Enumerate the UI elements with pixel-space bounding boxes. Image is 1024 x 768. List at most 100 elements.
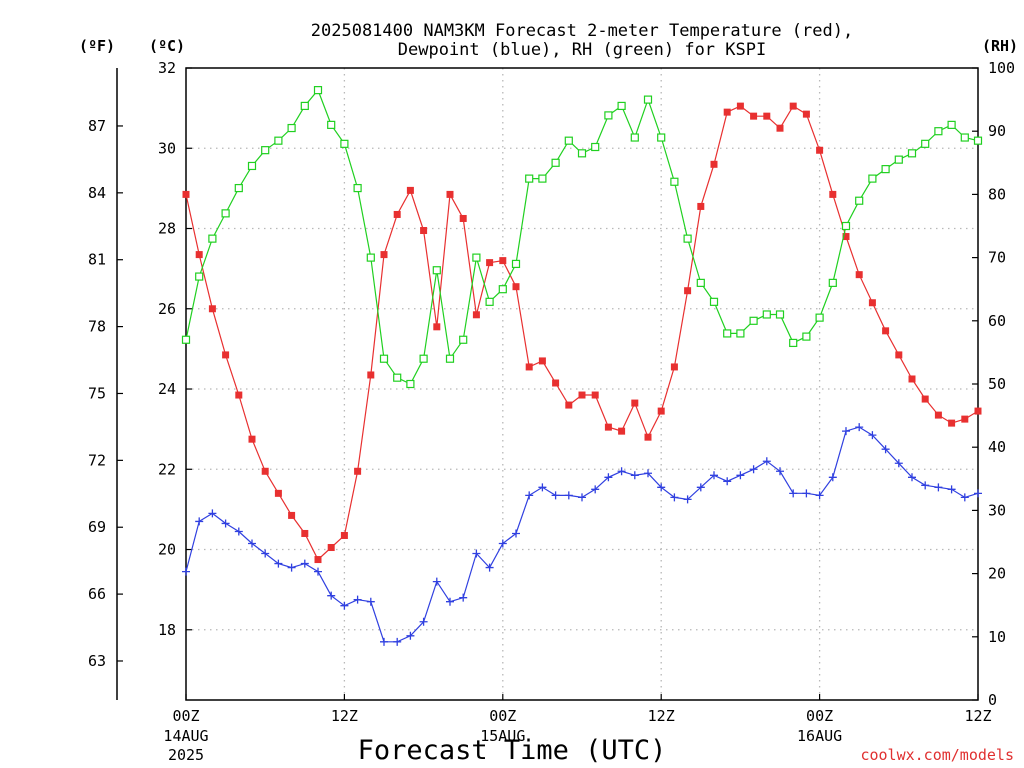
temperature-point: [525, 363, 533, 371]
dewpoint-point: [657, 483, 666, 492]
rh-point: [353, 183, 362, 193]
dewpoint-point: [710, 471, 718, 480]
dewpoint-point: [921, 481, 930, 490]
grid-lines: [186, 68, 978, 700]
dewpoint-point: [630, 471, 639, 480]
temperature-point: [644, 433, 652, 441]
rh-point: [973, 136, 983, 145]
temperature-point: [565, 401, 573, 409]
rh-unit-label: (RH): [982, 37, 1018, 55]
temperature-point: [327, 544, 335, 552]
rh-point: [551, 158, 560, 167]
rh-point: [313, 86, 323, 95]
rh-point: [379, 354, 389, 363]
rh-point: [855, 196, 864, 205]
temperature-point: [882, 327, 890, 335]
rh-point: [340, 139, 349, 148]
rh-point: [181, 335, 191, 344]
chart-subtitle: Dewpoint (blue), RH (green) for KSPI: [398, 40, 766, 60]
fahrenheit-tick-label: 72: [88, 451, 106, 469]
rh-point: [657, 133, 666, 142]
temperature-point: [380, 251, 388, 259]
rh-point: [419, 354, 428, 363]
rh-point: [921, 139, 930, 148]
x-tick-year-label: 2025: [168, 746, 204, 764]
celsius-tick-label: 28: [158, 220, 176, 238]
dewpoint-point: [776, 467, 784, 476]
x-tick-label: 00Z: [172, 707, 199, 725]
temperature-point: [908, 375, 916, 383]
rh-tick-label: 60: [988, 312, 1006, 330]
rh-point: [511, 259, 521, 269]
temperature-point: [750, 112, 758, 120]
temperature-point: [670, 363, 678, 371]
rh-point: [723, 329, 732, 338]
temperature-point: [578, 391, 586, 399]
rh-point: [736, 329, 745, 338]
rh-line: [185, 88, 979, 385]
dewpoint-point: [789, 489, 798, 498]
rh-tick-label: 40: [988, 438, 1006, 456]
dewpoint-point: [327, 591, 336, 600]
rh-point: [630, 133, 639, 142]
rh-point: [894, 155, 903, 164]
temperature-point: [248, 435, 256, 443]
rh-point: [960, 133, 969, 142]
dewpoint-point: [762, 457, 771, 466]
rh-point: [643, 95, 653, 104]
rh-point: [934, 127, 943, 136]
dewpoint-point: [234, 527, 243, 536]
temperature-point: [182, 190, 190, 198]
rh-point: [564, 136, 573, 145]
rh-point: [617, 101, 626, 111]
celsius-tick-label: 30: [158, 139, 176, 157]
celsius-tick-label: 26: [158, 300, 176, 318]
dewpoint-point: [670, 493, 679, 502]
data-series: [181, 86, 983, 646]
rh-point: [828, 278, 837, 287]
dewpoint-point: [248, 539, 256, 548]
rh-tick-label: 30: [988, 501, 1006, 519]
temperature-point: [961, 415, 969, 423]
temperature-point: [222, 351, 230, 359]
fahrenheit-tick-label: 78: [88, 318, 106, 336]
dewpoint-point: [604, 473, 613, 482]
temperature-point: [472, 311, 480, 319]
x-axis-title: Forecast Time (UTC): [358, 735, 667, 766]
temperature-point: [948, 419, 956, 427]
temperature-point: [393, 210, 401, 218]
temperature-line: [185, 105, 979, 561]
temperature-point: [868, 299, 876, 307]
dewpoint-point: [815, 491, 824, 500]
temperature-point: [710, 160, 718, 168]
dewpoint-point: [261, 549, 270, 558]
dewpoint-point: [947, 485, 956, 494]
rh-point: [947, 120, 956, 129]
temperature-point: [499, 257, 507, 265]
temperature-point: [406, 186, 414, 194]
rh-point: [221, 209, 230, 218]
rh-point: [670, 177, 679, 186]
dewpoint-point: [221, 519, 230, 528]
temperature-point: [486, 259, 494, 267]
dewpoint-point: [274, 559, 283, 568]
rh-point: [683, 234, 692, 243]
temperature-point: [763, 112, 771, 120]
fahrenheit-tick-label: 75: [88, 384, 106, 402]
rh-point: [261, 146, 270, 155]
x-tick-date-label: 16AUG: [797, 727, 842, 745]
rh-point: [604, 111, 613, 120]
temperature-point: [723, 108, 731, 116]
dewpoint-point: [591, 485, 600, 494]
dewpoint-point: [314, 567, 322, 576]
celsius-tick-label: 18: [158, 621, 176, 639]
temperature-point: [776, 124, 784, 132]
dewpoint-point: [696, 483, 705, 492]
celsius-unit-label: (ºC): [149, 37, 185, 55]
rh-point: [366, 253, 375, 262]
temperature-point: [657, 407, 665, 415]
dewpoint-point: [538, 483, 547, 492]
temperature-point: [684, 287, 692, 295]
dewpoint-point: [366, 597, 375, 606]
dewpoint-point: [208, 509, 217, 518]
